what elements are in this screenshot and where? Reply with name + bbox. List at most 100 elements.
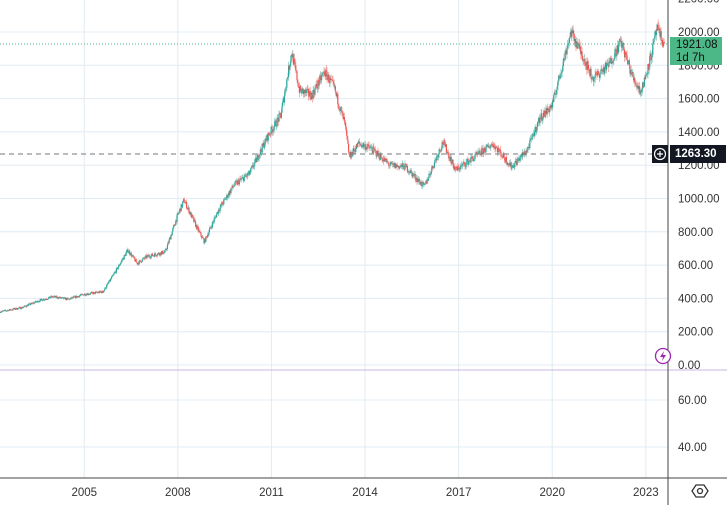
time-tick-label: 2014 <box>352 487 378 499</box>
candle <box>289 66 291 71</box>
candle <box>549 108 551 113</box>
candle <box>41 299 43 301</box>
candle <box>660 31 662 41</box>
grid <box>0 0 668 478</box>
candle <box>314 88 316 95</box>
add-alert-button[interactable] <box>652 145 668 163</box>
candle <box>414 174 416 180</box>
candle <box>247 173 249 176</box>
candle <box>368 144 370 148</box>
candle <box>465 161 467 167</box>
candle <box>535 130 537 133</box>
candle <box>264 138 266 145</box>
axis-settings-button[interactable] <box>690 482 710 500</box>
candle <box>325 69 327 72</box>
candle <box>333 81 335 84</box>
candle <box>13 308 15 310</box>
candle <box>597 71 599 72</box>
candle <box>22 306 24 308</box>
candle <box>309 91 311 98</box>
lightning-icon <box>654 347 672 365</box>
candle <box>53 296 55 298</box>
candle <box>23 306 25 308</box>
candle <box>616 54 618 56</box>
flash-button[interactable] <box>654 347 672 365</box>
candle <box>283 95 285 103</box>
candle <box>342 113 344 120</box>
candle <box>160 252 162 255</box>
candle <box>607 63 609 66</box>
candle <box>345 126 347 131</box>
candle <box>234 185 236 186</box>
candle <box>173 224 175 227</box>
candle <box>321 74 323 77</box>
time-tick-label: 2005 <box>71 487 97 499</box>
candle <box>112 275 114 277</box>
candle <box>30 304 32 306</box>
candle <box>525 154 527 156</box>
candle <box>277 117 279 119</box>
candle <box>442 142 444 144</box>
candle <box>445 144 447 153</box>
candle <box>247 173 249 176</box>
candle <box>48 296 50 298</box>
candle <box>330 77 332 80</box>
candle <box>142 258 144 260</box>
candle <box>332 79 334 82</box>
candle <box>287 77 289 78</box>
candle <box>652 43 654 55</box>
candle <box>584 59 586 66</box>
candle <box>569 36 571 38</box>
candle <box>306 90 308 93</box>
price-tick-label: 600.00 <box>678 260 713 272</box>
candle <box>621 47 623 48</box>
candle <box>404 163 406 170</box>
candle <box>88 294 90 296</box>
candle <box>537 122 539 127</box>
candle <box>553 95 555 102</box>
candle <box>341 110 343 113</box>
candle <box>181 203 183 208</box>
candle <box>556 85 558 90</box>
candle <box>267 132 269 141</box>
lower-pane-tick-label: 60.00 <box>678 395 707 407</box>
price-axis[interactable]: 2200.002000.001800.001600.001400.001200.… <box>678 0 720 454</box>
candle <box>513 164 515 168</box>
candle <box>106 284 108 288</box>
candle <box>329 77 331 83</box>
candle <box>148 255 150 257</box>
candle <box>563 58 565 61</box>
candle <box>568 42 570 45</box>
price-tick-label: 2200.00 <box>678 0 720 6</box>
candle <box>163 251 165 253</box>
candle <box>618 44 620 53</box>
candle <box>496 147 498 148</box>
candle <box>286 77 288 80</box>
candle <box>519 158 521 161</box>
candle <box>591 77 593 80</box>
candle <box>520 155 522 159</box>
candle <box>174 224 176 226</box>
candle <box>146 255 148 258</box>
candle <box>486 145 488 147</box>
candle <box>237 180 239 185</box>
candle <box>1 311 3 313</box>
candle <box>412 173 414 176</box>
candle <box>100 291 102 293</box>
candle <box>561 70 563 73</box>
candle <box>321 76 323 81</box>
candle <box>466 161 468 163</box>
candle <box>343 117 345 121</box>
candle <box>608 61 610 67</box>
candle <box>301 88 303 94</box>
candle <box>640 90 642 94</box>
candle <box>622 42 624 49</box>
candle <box>196 226 198 230</box>
time-axis[interactable]: 22005200820112014201720202023 <box>0 487 659 499</box>
candle <box>307 88 309 90</box>
price-tick-label: 1600.00 <box>678 94 720 106</box>
candle <box>326 71 328 80</box>
candle <box>25 306 27 308</box>
candle <box>337 93 339 105</box>
